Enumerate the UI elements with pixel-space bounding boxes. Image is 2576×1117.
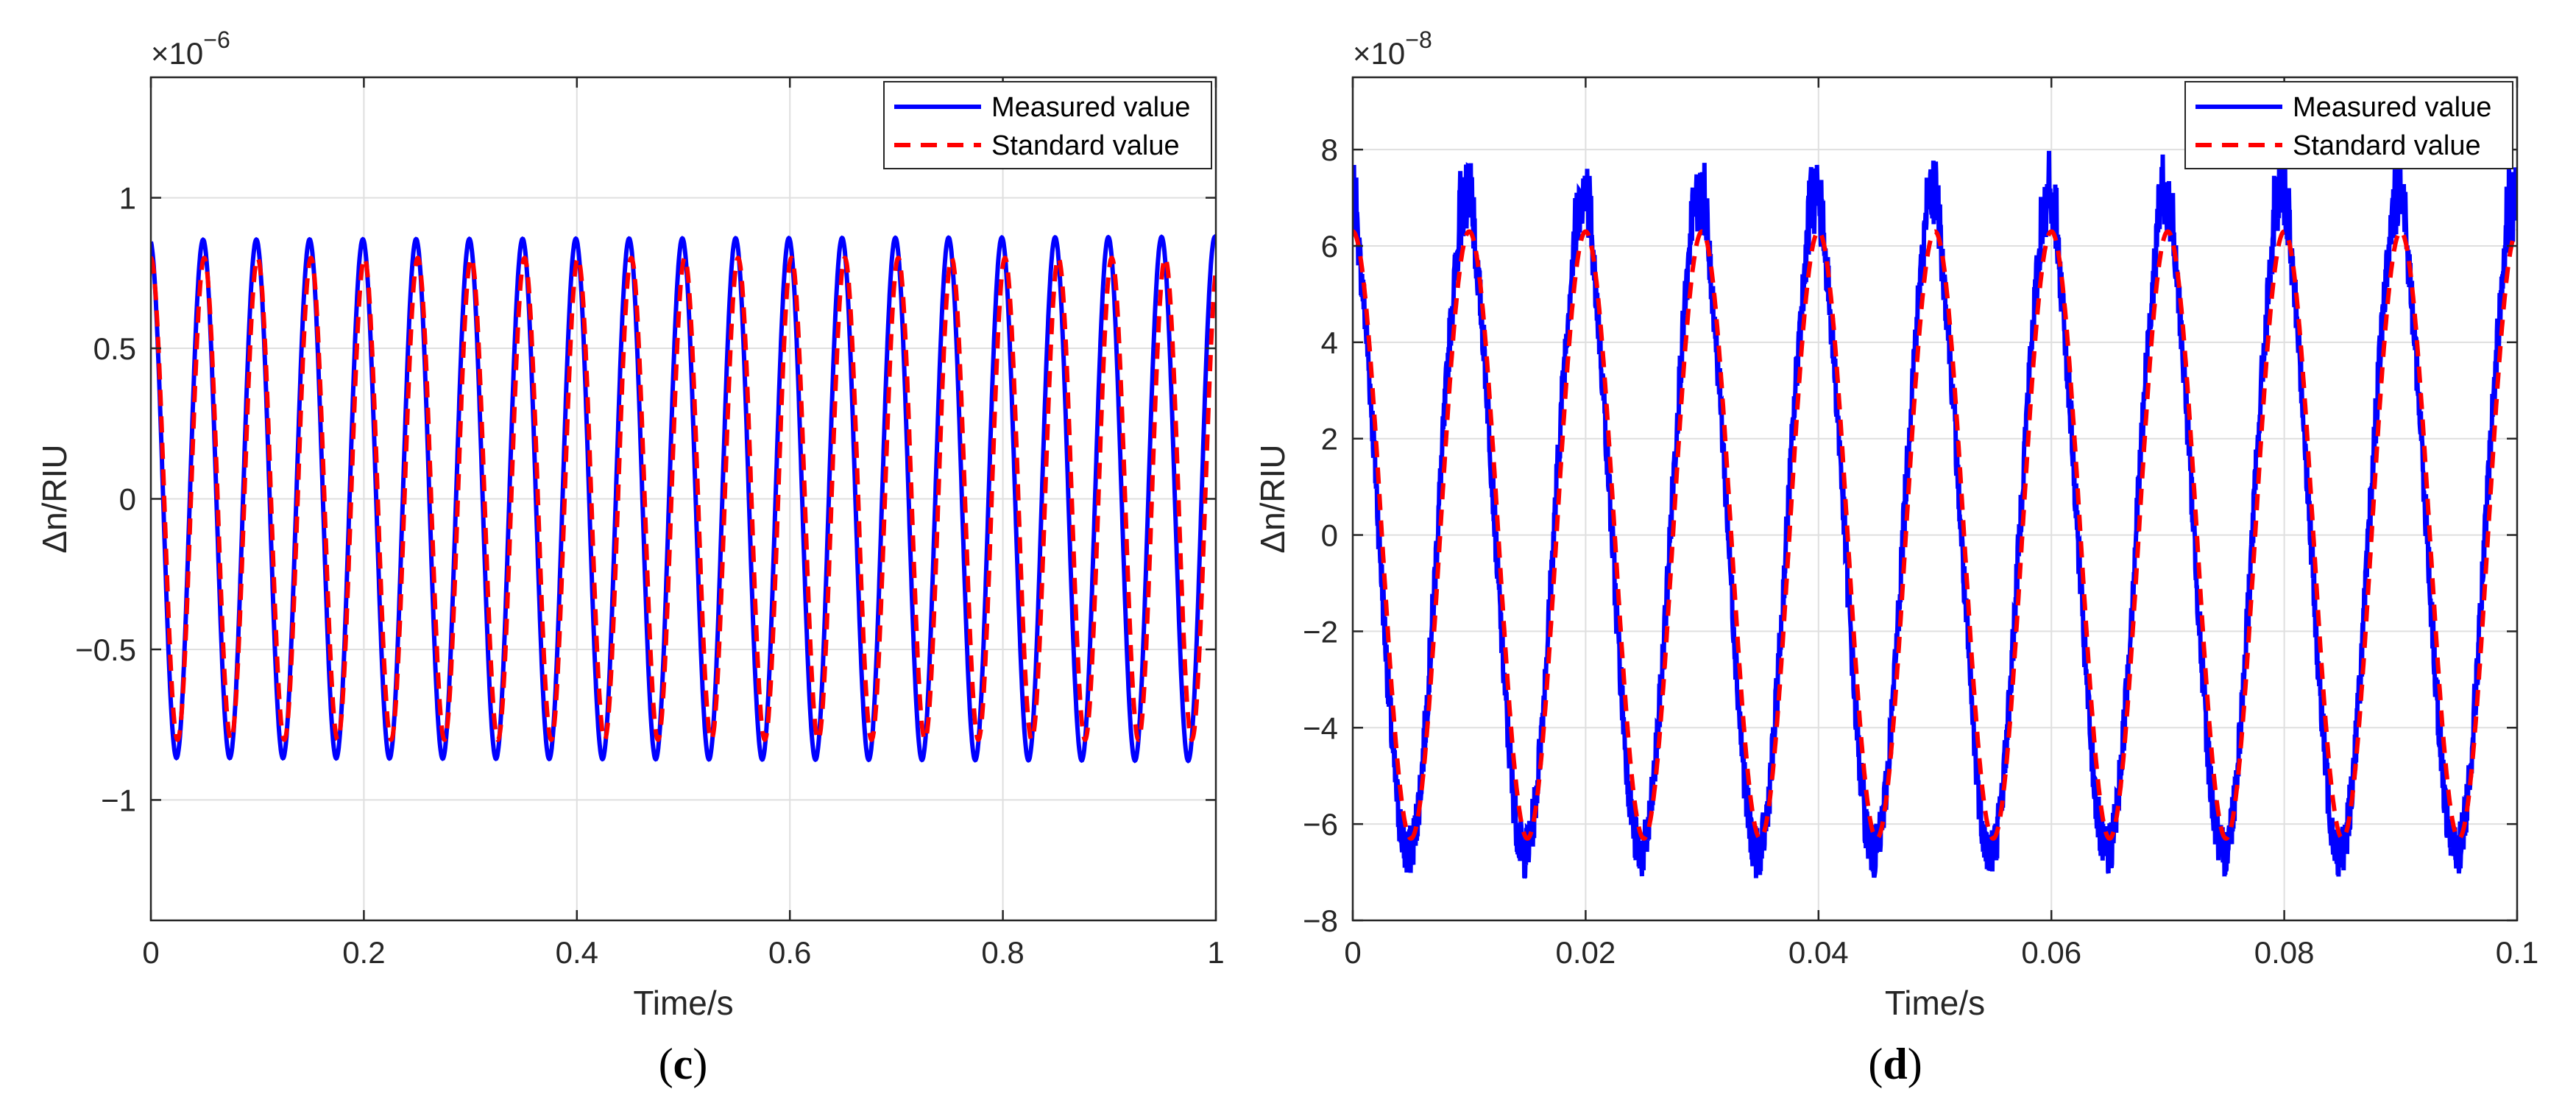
y-exponent-label: ×10−8	[1353, 27, 1432, 71]
x-tick-label: 0.04	[1788, 935, 1849, 970]
panel-label: (c)	[659, 1040, 708, 1088]
y-tick-label: −2	[1303, 614, 1338, 649]
x-tick-label: 0.1	[2496, 935, 2538, 970]
panel-letter: c	[673, 1040, 693, 1088]
y-tick-label: 0	[119, 482, 136, 517]
legend-label-standard: Standard value	[991, 130, 1180, 161]
legend: Measured value Standard value	[883, 81, 1212, 169]
series-standard-line	[1353, 229, 2517, 841]
y-tick-label: 0.5	[93, 331, 136, 366]
y-axis-label: Δn/RIU	[35, 444, 74, 553]
y-tick-label: −6	[1303, 807, 1338, 842]
legend-box	[883, 81, 1212, 169]
x-tick-label: 0.06	[2021, 935, 2081, 970]
x-tick-label: 0.2	[342, 935, 385, 970]
x-tick-label: 0.8	[981, 935, 1024, 970]
y-tick-label: −1	[101, 783, 136, 817]
chart-panel-d: 0 0.02 0.04 0.06 0.08 0.1 −8 −6 −4 −2 0 2 4 6 8 ×10−8 Ti…	[1253, 27, 2538, 1088]
y-tick-label: 6	[1321, 229, 1338, 264]
x-axis-label: Time/s	[1885, 984, 1985, 1022]
y-axis-label: Δn/RIU	[1253, 444, 1292, 553]
y-exponent-value: −8	[1405, 27, 1432, 53]
panel-label: (d)	[1868, 1040, 1922, 1088]
y-tick-label: 8	[1321, 133, 1338, 167]
y-tick-label: 1	[119, 181, 136, 216]
series-standard-line	[151, 255, 1216, 743]
x-tick-label: 0	[1344, 935, 1361, 970]
y-tick-label: −4	[1303, 711, 1338, 745]
legend-label-measured: Measured value	[2293, 92, 2491, 123]
y-tick-label: 0	[1321, 518, 1338, 553]
y-exponent-label: ×10−6	[151, 27, 230, 71]
x-tick-label: 0.6	[768, 935, 811, 970]
legend-box	[2184, 81, 2513, 169]
x-tick-label: 0.08	[2254, 935, 2315, 970]
x-tick-label: 0.02	[1556, 935, 1616, 970]
legend-label-measured: Measured value	[991, 92, 1190, 123]
chart-panel-c: 0 0.2 0.4 0.6 0.8 1 −1 −0.5 0 0.5 1 ×10−6 Time/s Δn/R…	[35, 27, 1225, 1088]
y-tick-label: −0.5	[75, 633, 136, 667]
legend: Measured value Standard value	[2184, 81, 2513, 169]
panel-letter: d	[1883, 1040, 1907, 1088]
x-axis-label: Time/s	[633, 984, 733, 1022]
x-tick-label: 0.4	[556, 935, 598, 970]
y-tick-label: 2	[1321, 422, 1338, 457]
y-exponent-value: −6	[203, 27, 230, 53]
y-tick-label: −8	[1303, 903, 1338, 938]
axes-frame	[1351, 76, 2519, 922]
legend-label-standard: Standard value	[2293, 130, 2481, 161]
x-tick-label: 0	[142, 935, 159, 970]
y-tick-label: 4	[1321, 325, 1338, 360]
x-tick-label: 1	[1207, 935, 1224, 970]
